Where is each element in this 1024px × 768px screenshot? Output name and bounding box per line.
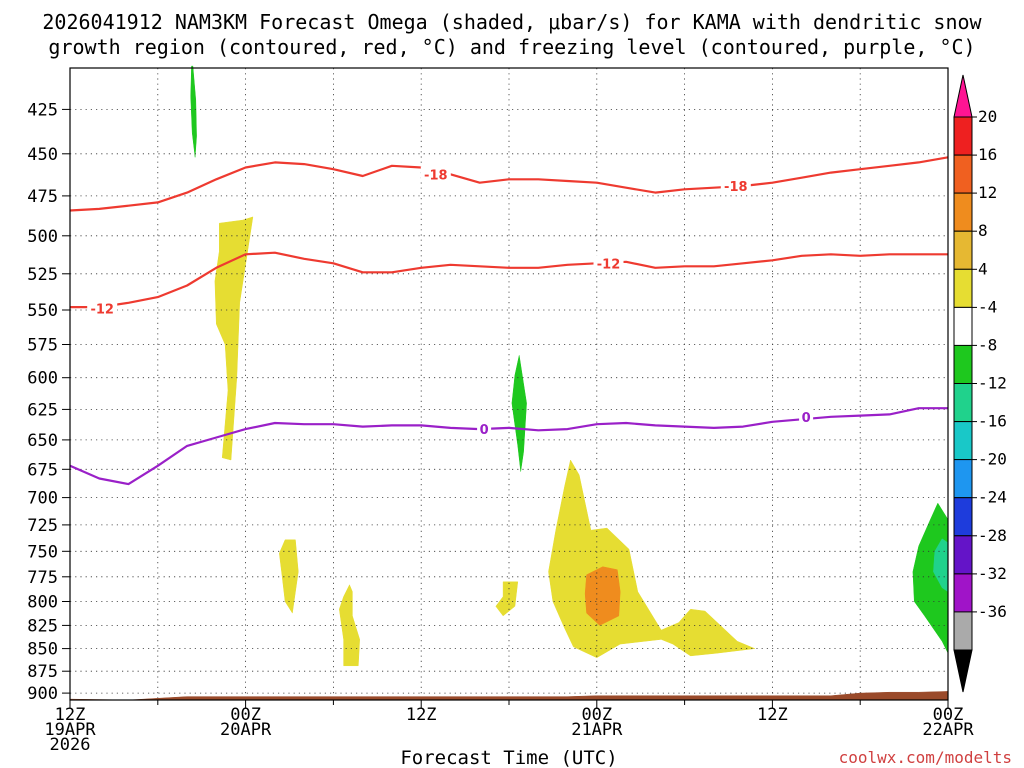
omega-region-yellow-795 [495, 581, 519, 617]
colorbar-label-0: 20 [978, 107, 997, 126]
y-tick-label-725: 725 [27, 516, 58, 536]
x-tick-label-36-0: 00Z [581, 705, 612, 725]
colorbar-label-3: 8 [978, 221, 988, 240]
y-tick-label-700: 700 [27, 489, 58, 509]
y-axis: 425 450 475 500 525 550 575 600 625 650 675 700 725 7… [27, 100, 70, 704]
x-tick-label-60-0: 00Z [933, 705, 964, 725]
colorbar-label-7: -12 [978, 374, 1007, 393]
chart-title-line1: 2026041912 NAM3KM Forecast Omega (shaded… [42, 10, 982, 34]
x-tick-label-0-0: 12Z [55, 705, 86, 725]
colorbar-label-13: -36 [978, 602, 1007, 621]
y-tick-label-675: 675 [27, 460, 58, 480]
x-tick-label-0-1: 19APR [44, 720, 96, 740]
y-tick-label-875: 875 [27, 662, 58, 682]
colorbar-label-10: -24 [978, 488, 1007, 507]
y-tick-label-800: 800 [27, 593, 58, 613]
y-tick-label-650: 650 [27, 431, 58, 451]
contour-label--12-0: -12 [90, 303, 114, 318]
y-tick-label-850: 850 [27, 640, 58, 660]
contour-label-bg--12-1 [593, 255, 624, 272]
colorbar-bin-4 [953, 230, 973, 270]
contour-label--18-1: -18 [724, 180, 748, 195]
colorbar-top-arrow [953, 74, 973, 118]
colorbar-bin-1 [953, 116, 973, 156]
y-tick-label-425: 425 [27, 100, 58, 120]
omega-region-green-450 [190, 65, 197, 158]
contour-label-0-0: 0 [480, 423, 489, 438]
colorbar-bin-7 [953, 344, 973, 384]
y-tick-label-600: 600 [27, 369, 58, 389]
colorbar-bin-5 [953, 268, 973, 308]
y-tick-label-825: 825 [27, 616, 58, 636]
colorbar-label-1: 16 [978, 145, 997, 164]
contour-label-0-1: 0 [802, 411, 811, 426]
colorbar-bin-2 [953, 154, 973, 194]
x-tick-label-24-0: 12Z [406, 705, 437, 725]
x-tick-label-12-0: 00Z [230, 705, 261, 725]
x-tick-label-60-1: 22APR [922, 720, 974, 740]
omega-region-yellow-560 [214, 216, 254, 461]
x-tick-label-0-2: 2026 [50, 735, 91, 755]
colorbar-bin-13 [953, 573, 973, 613]
colorbar-bin-9 [953, 421, 973, 461]
y-tick-label-475: 475 [27, 187, 58, 207]
contour-label-bg--18-0 [420, 166, 451, 183]
contour-line--18 [69, 156, 949, 212]
y-tick-label-750: 750 [27, 542, 58, 562]
y-tick-label-450: 450 [27, 145, 58, 165]
contour-label--18-0: -18 [424, 168, 448, 183]
omega-shading-layer [190, 65, 949, 667]
omega-region-orange-785 [584, 566, 621, 626]
x-axis-label: Forecast Time (UTC) [400, 747, 617, 768]
colorbar-bin-3 [953, 192, 973, 232]
contour-label--12-1: -12 [597, 257, 621, 272]
colorbar-label-12: -32 [978, 564, 1007, 583]
x-tick-label-48-0: 12Z [757, 705, 788, 725]
colorbar-bottom-arrow [953, 649, 973, 693]
colorbar-bin-8 [953, 383, 973, 423]
colorbar-label-9: -20 [978, 450, 1007, 469]
y-tick-label-525: 525 [27, 265, 58, 285]
chart-title-line2: growth region (contoured, red, °C) and f… [48, 35, 975, 59]
contour-line--12 [70, 251, 948, 309]
y-tick-label-550: 550 [27, 301, 58, 321]
y-tick-label-775: 775 [27, 568, 58, 588]
contour-label-bg-0-0 [477, 421, 492, 438]
y-tick-label-500: 500 [27, 227, 58, 247]
colorbar-label-2: 12 [978, 183, 997, 202]
colorbar-bin-12 [953, 535, 973, 575]
colorbar-bin-10 [953, 459, 973, 499]
y-tick-label-625: 625 [27, 400, 58, 420]
x-tick-label-12-1: 20APR [220, 720, 272, 740]
y-tick-label-900: 900 [27, 684, 58, 704]
contour-label-bg-0-1 [799, 408, 814, 425]
contour-label-bg--18-1 [720, 178, 751, 194]
plot-area: -18 -18 -12 -12 0 0 [69, 65, 949, 701]
colorbar-bin-11 [953, 497, 973, 537]
colorbar-label-4: 4 [978, 259, 988, 278]
contour-label-bg--12-0 [87, 300, 118, 317]
gridlines [70, 68, 948, 700]
colorbar-label-8: -16 [978, 412, 1007, 431]
colorbar-label-11: -28 [978, 526, 1007, 545]
credit-text[interactable]: coolwx.com/modelts [839, 748, 1012, 767]
omega-region-green-620 [511, 355, 527, 472]
colorbar-bin-6 [953, 306, 973, 346]
colorbar-label-6: -8 [978, 335, 997, 354]
colorbar-label-5: -4 [978, 297, 997, 316]
contour-layer: -18 -18 -12 -12 0 0 [69, 156, 949, 486]
x-tick-label-36-1: 21APR [571, 720, 623, 740]
y-tick-label-575: 575 [27, 336, 58, 356]
colorbar-bin-14 [953, 611, 973, 651]
colorbar: 20 16 12 8 4 -4 -8 -12 -16 -20 -24 -28 -32 -36 [953, 74, 1007, 693]
omega-region-yellow-830 [339, 584, 360, 667]
